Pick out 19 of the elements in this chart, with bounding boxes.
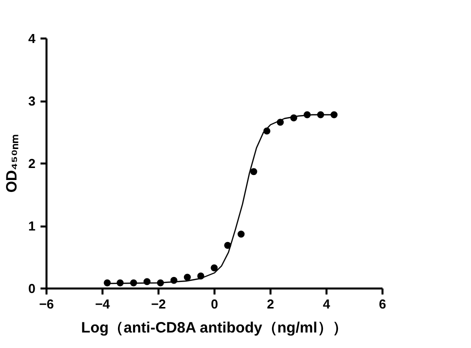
point bbox=[238, 230, 245, 238]
x-tick-label: −4 bbox=[95, 296, 111, 312]
y-tick-label: 2 bbox=[28, 156, 36, 171]
x-tick-label: 6 bbox=[378, 296, 386, 312]
y-tick-label: 4 bbox=[28, 31, 36, 46]
x-axis-title: Log（anti-CD8A antibody（ng/ml）） bbox=[81, 320, 348, 336]
x-tick-label: 0 bbox=[210, 296, 218, 312]
y-axis-title: OD₄₅₀ₙₘ bbox=[3, 134, 20, 193]
x-tick-label: 2 bbox=[266, 296, 274, 312]
point bbox=[210, 264, 218, 272]
point bbox=[250, 168, 258, 176]
point bbox=[104, 279, 111, 286]
y-tick-label: 0 bbox=[28, 281, 36, 296]
x-tick-label: 4 bbox=[322, 296, 331, 312]
y-tick-label: 3 bbox=[28, 94, 36, 108]
point bbox=[184, 274, 191, 281]
x-tick-label: −6 bbox=[39, 296, 54, 312]
y-tick-label: 1 bbox=[28, 218, 36, 234]
x-tick-label: −2 bbox=[151, 296, 166, 312]
